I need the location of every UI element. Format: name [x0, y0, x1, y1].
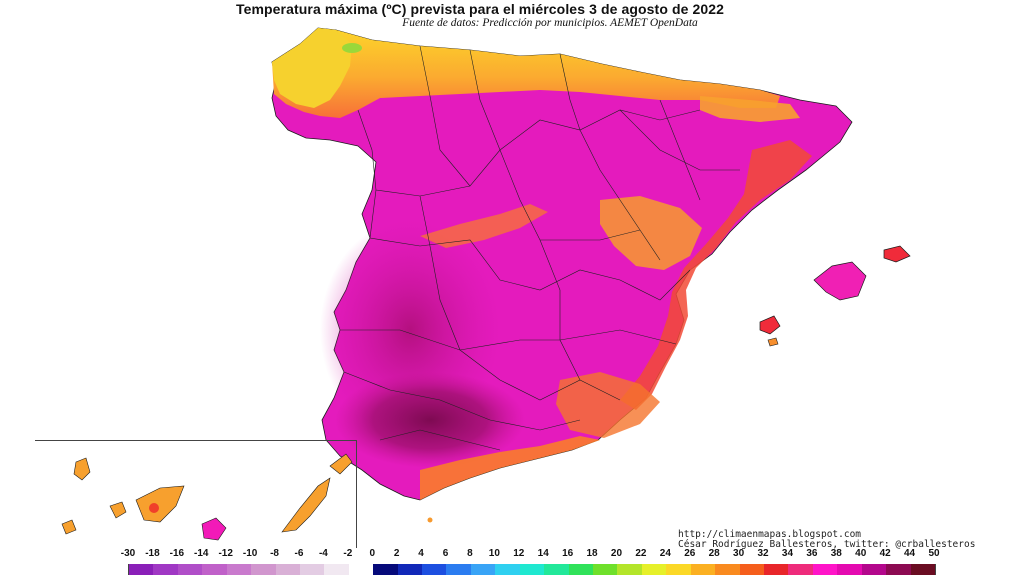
legend-swatch [593, 564, 618, 575]
legend-swatch [129, 564, 154, 575]
east-coast-region [620, 140, 812, 410]
legend-tick-label: 24 [659, 548, 671, 559]
legend-swatch [348, 564, 374, 575]
province-borders [340, 45, 740, 451]
temperature-legend: -30 -18 -16 -14 -12 -10 -8 -6 -4 -2 0 2 4 6 8 10 12 14 16 1… [0, 548, 1024, 575]
central-relief [420, 204, 548, 248]
map-title: Temperatura máxima (ºC) prevista para el… [235, 1, 725, 17]
legend-swatch [324, 564, 349, 575]
legend-tick-label: 4 [418, 548, 424, 559]
legend-swatch [470, 564, 496, 575]
southeast-relief [556, 372, 660, 438]
legend-tick-label: 50 [928, 548, 940, 559]
legend-tick-label: -16 [169, 548, 185, 559]
legend-tick-label: 26 [684, 548, 696, 559]
legend-tick-label: 40 [855, 548, 867, 559]
legend-swatch [422, 564, 447, 575]
legend-swatch [495, 564, 520, 575]
legend-tick-label: 30 [733, 548, 745, 559]
legend-swatch [226, 564, 252, 575]
temperature-map [61, 27, 911, 541]
credit-blog: http://climaenmapas.blogspot.com [678, 529, 862, 540]
legend-tick-label: -6 [294, 548, 304, 559]
legend-swatch [544, 564, 569, 575]
legend-swatch [666, 564, 691, 575]
legend-tick-label: 10 [488, 548, 500, 559]
legend-tick-label: -2 [343, 548, 353, 559]
legend-tick-label: 38 [830, 548, 842, 559]
map-subtitle: Fuente de datos: Predicción por municipi… [402, 17, 698, 29]
legend-tick-label: 2 [393, 548, 400, 559]
legend-colorbar [128, 564, 936, 575]
legend-tick-label: 22 [635, 548, 647, 559]
mountain-relief-east [600, 196, 702, 270]
legend-tick-label: 32 [757, 548, 769, 559]
legend-swatch [153, 564, 178, 575]
legend-tick-label: 12 [513, 548, 525, 559]
south-coast-strip [420, 436, 600, 500]
legend-swatch [397, 564, 423, 575]
legend-swatch [812, 564, 838, 575]
legend-tick-label: 14 [537, 548, 549, 559]
legend-tick-label: -4 [318, 548, 328, 559]
legend-tick-label: 42 [879, 548, 891, 559]
legend-swatch [739, 564, 764, 575]
cool-spot [342, 43, 362, 53]
canary-inset-frame [35, 440, 357, 548]
legend-swatch [568, 564, 594, 575]
legend-swatch [715, 564, 740, 575]
legend-tick-label: -8 [270, 548, 279, 559]
legend-tick-label: 28 [708, 548, 720, 559]
legend-tick-label: -10 [242, 548, 258, 559]
legend-swatch [763, 564, 789, 575]
canary-islands [61, 453, 353, 541]
legend-swatch [837, 564, 862, 575]
legend-swatch [886, 564, 911, 575]
ceuta [427, 517, 433, 523]
legend-swatch [299, 564, 325, 575]
legend-tick-label: 36 [806, 548, 818, 559]
legend-swatch [690, 564, 716, 575]
legend-swatch [202, 564, 227, 575]
legend-swatch [373, 564, 398, 575]
legend-tick-label: -12 [218, 548, 233, 559]
legend-tick-label: 44 [904, 548, 916, 559]
legend-tick-label: 8 [467, 548, 473, 559]
legend-swatch [617, 564, 642, 575]
legend-tick-label: 6 [442, 548, 449, 559]
legend-tick-label: 0 [369, 548, 376, 559]
legend-tick-label: 20 [610, 548, 623, 559]
credit-author: César Rodríguez Ballesteros, twitter: @c… [678, 539, 976, 550]
legend-tick-label: -18 [145, 548, 160, 559]
legend-swatch [519, 564, 545, 575]
legend-tick-label: -30 [120, 548, 136, 559]
legend-tick-label: 18 [586, 548, 598, 559]
balearic-islands [759, 245, 911, 347]
pyrenees-relief [700, 96, 800, 122]
legend-tick-label: 16 [562, 548, 574, 559]
legend-swatch [641, 564, 667, 575]
legend-swatch [788, 564, 813, 575]
hot-guadalquivir-zone [335, 372, 525, 468]
legend-swatch [861, 564, 887, 575]
legend-swatch [177, 564, 203, 575]
legend-swatch [275, 564, 300, 575]
legend-tick-label: -14 [194, 548, 209, 559]
legend-swatch [251, 564, 276, 575]
legend-tick-label: 34 [781, 548, 794, 559]
north-coast-region [272, 28, 780, 118]
galicia-region [272, 28, 352, 108]
legend-swatch [910, 564, 935, 575]
legend-swatch [446, 564, 471, 575]
